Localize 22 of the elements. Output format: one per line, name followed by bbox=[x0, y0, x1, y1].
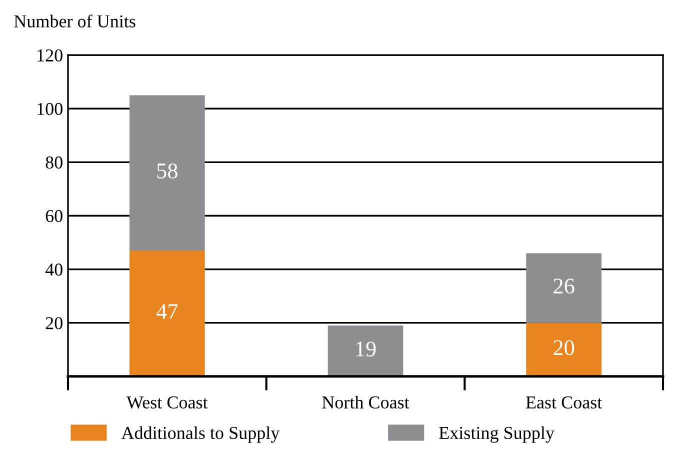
data-label: 58 bbox=[157, 163, 178, 178]
y-axis-title: Number of Units bbox=[14, 14, 136, 28]
y-tick-label: 120 bbox=[38, 49, 62, 62]
bar bbox=[328, 326, 404, 376]
legend-label: Existing Supply bbox=[439, 426, 554, 443]
y-tick-label: 40 bbox=[45, 264, 62, 276]
y-tick-label: 100 bbox=[38, 102, 62, 116]
x-tick-label: North Coast bbox=[322, 396, 410, 409]
x-tick-label: West Coast bbox=[126, 396, 208, 409]
bar bbox=[526, 322, 602, 376]
y-tick-label: 60 bbox=[46, 210, 62, 222]
data-label: 20 bbox=[554, 340, 574, 356]
bar bbox=[526, 253, 602, 323]
x-tick-label: East Coast bbox=[526, 396, 602, 409]
bar bbox=[129, 250, 205, 376]
data-label: 19 bbox=[356, 342, 376, 357]
data-label: 47 bbox=[156, 304, 178, 319]
y-tick-label: 20 bbox=[46, 317, 62, 330]
bar bbox=[129, 95, 205, 251]
y-tick-label: 80 bbox=[46, 156, 62, 169]
legend-label: Additionals to Supply bbox=[121, 426, 280, 443]
data-label: 26 bbox=[554, 278, 574, 294]
